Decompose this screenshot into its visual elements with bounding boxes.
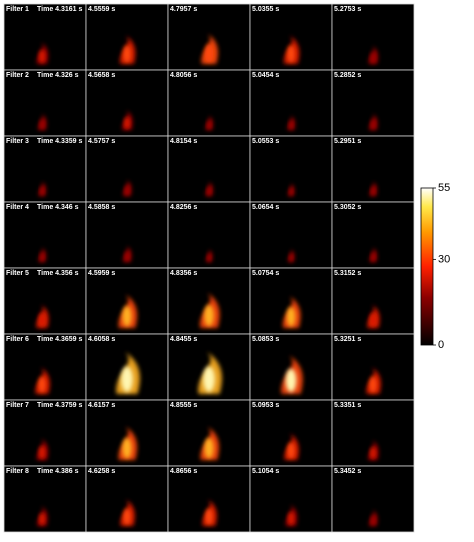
flame-core <box>289 120 293 130</box>
time-label: Time 4.3161 s <box>37 6 83 13</box>
flame-core <box>39 49 45 63</box>
colorbar-tick-label: 55 <box>438 182 450 194</box>
time-label: 4.8256 s <box>170 204 197 211</box>
time-label: Time 4.3759 s <box>37 402 83 409</box>
time-label: 5.2852 s <box>334 72 361 79</box>
flame-core <box>371 186 375 196</box>
time-label: Time 4.386 s <box>37 468 79 475</box>
time-label: 4.8154 s <box>170 138 197 145</box>
colorbar-tick-label: 0 <box>438 339 444 351</box>
filter-label: Filter 6 <box>6 336 29 343</box>
flame-core <box>124 185 130 196</box>
time-label: 4.5959 s <box>88 270 115 277</box>
filter-label: Filter 3 <box>6 138 29 145</box>
time-label: 4.8656 s <box>170 468 197 475</box>
flame-core <box>122 438 132 459</box>
flame-core <box>124 251 130 262</box>
flame-core <box>286 307 296 327</box>
time-label: 5.1054 s <box>252 468 279 475</box>
colorbar-tick-label: 30 <box>438 253 450 265</box>
flame-core <box>39 445 45 459</box>
image-cell <box>3 333 87 401</box>
filter-label: Filter 5 <box>6 270 29 277</box>
time-label: Time 4.326 s <box>37 72 79 79</box>
flame-core <box>370 515 376 526</box>
flame-core <box>369 376 377 393</box>
flame-core <box>203 366 215 392</box>
flame-core <box>38 312 46 327</box>
flame-core <box>369 312 377 327</box>
flame-core <box>204 438 214 459</box>
flame-core <box>40 186 44 196</box>
flame-core <box>122 306 132 327</box>
flame-core <box>285 368 297 393</box>
time-label: Time 4.3659 s <box>37 336 83 343</box>
time-label: Time 4.3359 s <box>37 138 83 145</box>
flame-core <box>39 119 45 130</box>
flame-core <box>40 252 44 262</box>
colorbar <box>420 187 434 346</box>
time-label: 4.8356 s <box>170 270 197 277</box>
time-label: 5.3251 s <box>334 336 361 343</box>
time-label: 4.7957 s <box>170 6 197 13</box>
flame-core <box>207 253 211 262</box>
flame-core <box>123 508 131 525</box>
filter-label: Filter 1 <box>6 6 29 13</box>
filter-label: Filter 8 <box>6 468 29 475</box>
time-label: 4.6058 s <box>88 336 115 343</box>
flame-core <box>288 511 294 525</box>
time-label: 5.3152 s <box>334 270 361 277</box>
flame-core <box>371 252 375 262</box>
flame-core <box>370 51 376 64</box>
time-label: 4.6258 s <box>88 468 115 475</box>
time-label: 5.3351 s <box>334 402 361 409</box>
time-label: 4.5757 s <box>88 138 115 145</box>
time-label: Time 4.356 s <box>37 270 79 277</box>
time-label: 5.2951 s <box>334 138 361 145</box>
filter-label: Filter 4 <box>6 204 29 211</box>
filter-label: Filter 7 <box>6 402 29 409</box>
colorbar-ticks: 0 30 55 <box>433 182 450 351</box>
flame-core <box>38 376 46 393</box>
time-label: 4.8455 s <box>170 336 197 343</box>
time-label: 5.0754 s <box>252 270 279 277</box>
time-label: 4.6157 s <box>88 402 115 409</box>
flame-core <box>289 187 293 196</box>
time-label: 4.5658 s <box>88 72 115 79</box>
time-label: 5.3452 s <box>334 468 361 475</box>
flame-core <box>287 45 295 63</box>
time-label: 4.5858 s <box>88 204 115 211</box>
flame-core <box>124 116 130 129</box>
flame-core <box>123 45 131 63</box>
time-label: 5.0953 s <box>252 402 279 409</box>
time-label: 4.5559 s <box>88 6 115 13</box>
flame-core <box>289 253 293 262</box>
time-label: 4.8555 s <box>170 402 197 409</box>
flame-core <box>204 44 214 63</box>
time-label: 5.0454 s <box>252 72 279 79</box>
flame-core <box>39 512 45 525</box>
flame-core <box>204 304 214 327</box>
time-label: 5.3052 s <box>334 204 361 211</box>
time-label: 5.2753 s <box>334 6 361 13</box>
flame-core <box>370 119 376 130</box>
time-label: 5.0654 s <box>252 204 279 211</box>
filter-label: Filter 2 <box>6 72 29 79</box>
image-grid: Filter 1 Time 4.3161 s 4.5559 s 4.7957 s 5.0… <box>3 3 415 533</box>
time-label: 5.0553 s <box>252 138 279 145</box>
flame-core <box>121 366 133 392</box>
flame-core <box>370 446 376 459</box>
flame-core <box>287 442 295 459</box>
time-label: Time 4.346 s <box>37 204 79 211</box>
time-label: 5.0853 s <box>252 336 279 343</box>
flame-core <box>207 120 211 130</box>
flame-core <box>205 508 213 525</box>
flame-core <box>207 186 211 196</box>
time-label: 4.8056 s <box>170 72 197 79</box>
time-label: 5.0355 s <box>252 6 279 13</box>
